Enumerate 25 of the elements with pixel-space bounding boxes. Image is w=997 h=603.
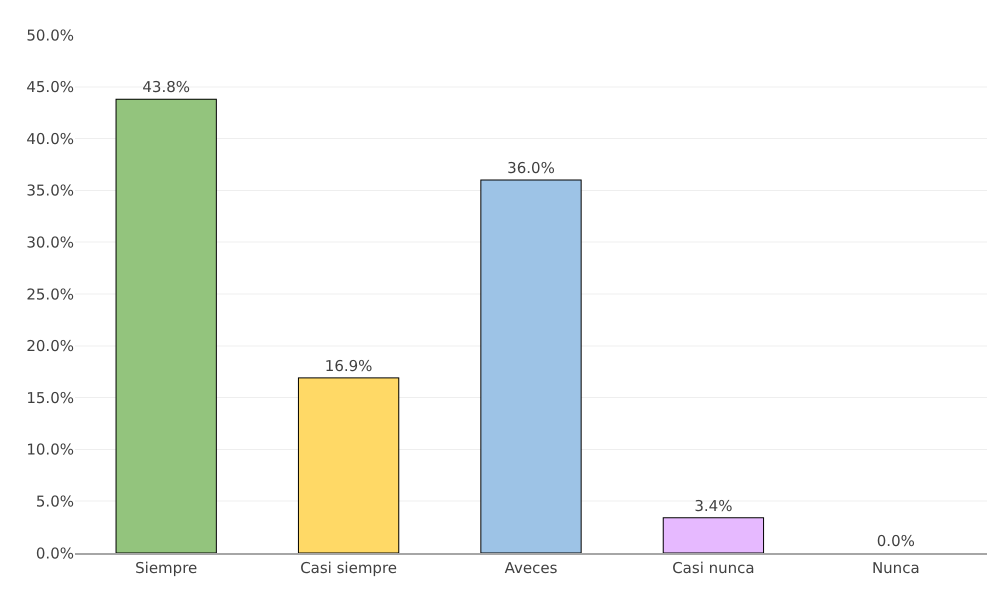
y-tick-label: 0.0%	[36, 544, 74, 562]
y-tick-label: 50.0%	[26, 26, 74, 44]
data-label: 0.0%	[876, 532, 915, 550]
x-tick-label: Aveces	[504, 559, 558, 577]
y-tick-label: 35.0%	[26, 182, 74, 200]
data-label: 43.8%	[142, 78, 190, 96]
data-label: 3.4%	[694, 496, 732, 515]
bar	[298, 377, 400, 553]
bar	[116, 98, 217, 553]
y-tick-label: 10.0%	[26, 440, 74, 459]
y-tick-label: 45.0%	[26, 78, 74, 96]
y-tick-label: 15.0%	[26, 388, 74, 407]
x-tick-label: Casi siempre	[300, 559, 398, 577]
data-label: 16.9%	[324, 356, 372, 375]
bar	[662, 517, 764, 553]
y-tick-label: 20.0%	[26, 337, 74, 356]
y-tick-label: 30.0%	[26, 233, 74, 252]
y-tick-label: 5.0%	[36, 492, 74, 510]
y-tick-label: 40.0%	[26, 130, 74, 148]
bar	[480, 180, 582, 553]
y-tick-label: 25.0%	[26, 285, 74, 304]
x-tick-label: Casi nunca	[672, 559, 755, 577]
x-tick-label: Siempre	[135, 559, 198, 577]
data-label: 36.0%	[507, 159, 555, 178]
x-tick-label: Nunca	[872, 559, 920, 577]
